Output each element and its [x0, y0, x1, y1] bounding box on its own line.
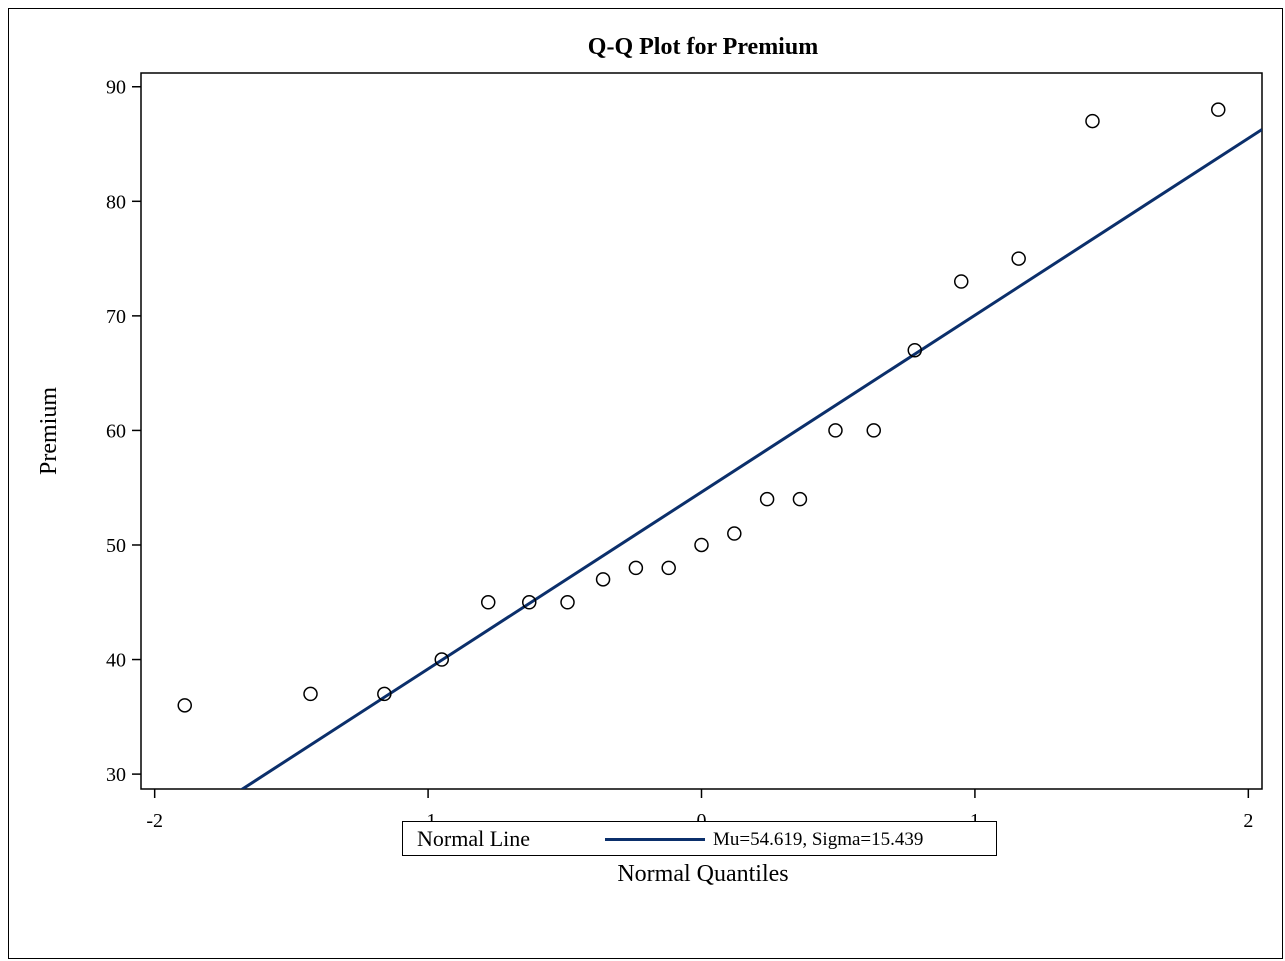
y-tick-label: 60 [106, 420, 126, 442]
data-point [694, 537, 709, 553]
y-tick-label: 80 [106, 191, 126, 213]
y-tick-label: 50 [106, 535, 126, 557]
data-point [866, 423, 882, 438]
y-tick-label: 30 [106, 764, 126, 786]
data-point [953, 274, 969, 289]
y-axis: 30 40 50 60 70 80 90 [106, 77, 141, 786]
data-point [907, 342, 923, 358]
x-axis-label: Normal Quantiles [617, 861, 788, 887]
data-point [303, 686, 318, 702]
plot-area [140, 72, 1263, 790]
chart-title: Q-Q Plot for Premium [588, 34, 818, 60]
data-point [661, 560, 676, 576]
data-point [521, 595, 537, 610]
y-tick-label: 70 [106, 306, 126, 328]
data-point [628, 560, 644, 576]
data-point [377, 686, 392, 702]
chart-frame [8, 8, 1283, 959]
data-point [1085, 113, 1100, 129]
data-point [1211, 102, 1226, 117]
legend-label: Mu=54.619, Sigma=15.439 [713, 829, 924, 850]
data-point [560, 595, 575, 610]
data-point [177, 698, 192, 713]
y-tick-label: 90 [106, 77, 126, 99]
y-tick-label: 40 [106, 650, 126, 672]
legend-line-swatch [605, 838, 705, 841]
data-point [595, 572, 611, 587]
data-point [480, 595, 496, 610]
x-tick-label: -2 [146, 810, 163, 832]
data-point [828, 423, 843, 438]
y-axis-label: Premium [36, 387, 62, 475]
data-point [1011, 251, 1026, 266]
data-point [434, 652, 450, 667]
data-point [759, 491, 775, 507]
data-point [727, 526, 742, 541]
data-point [792, 491, 808, 507]
normal-reference-line [239, 128, 1262, 789]
x-tick-label: 2 [1243, 810, 1253, 832]
legend-title: Normal Line [417, 826, 531, 851]
legend: Normal Line Mu=54.619, Sigma=15.439 [402, 821, 997, 856]
data-points [177, 102, 1226, 713]
